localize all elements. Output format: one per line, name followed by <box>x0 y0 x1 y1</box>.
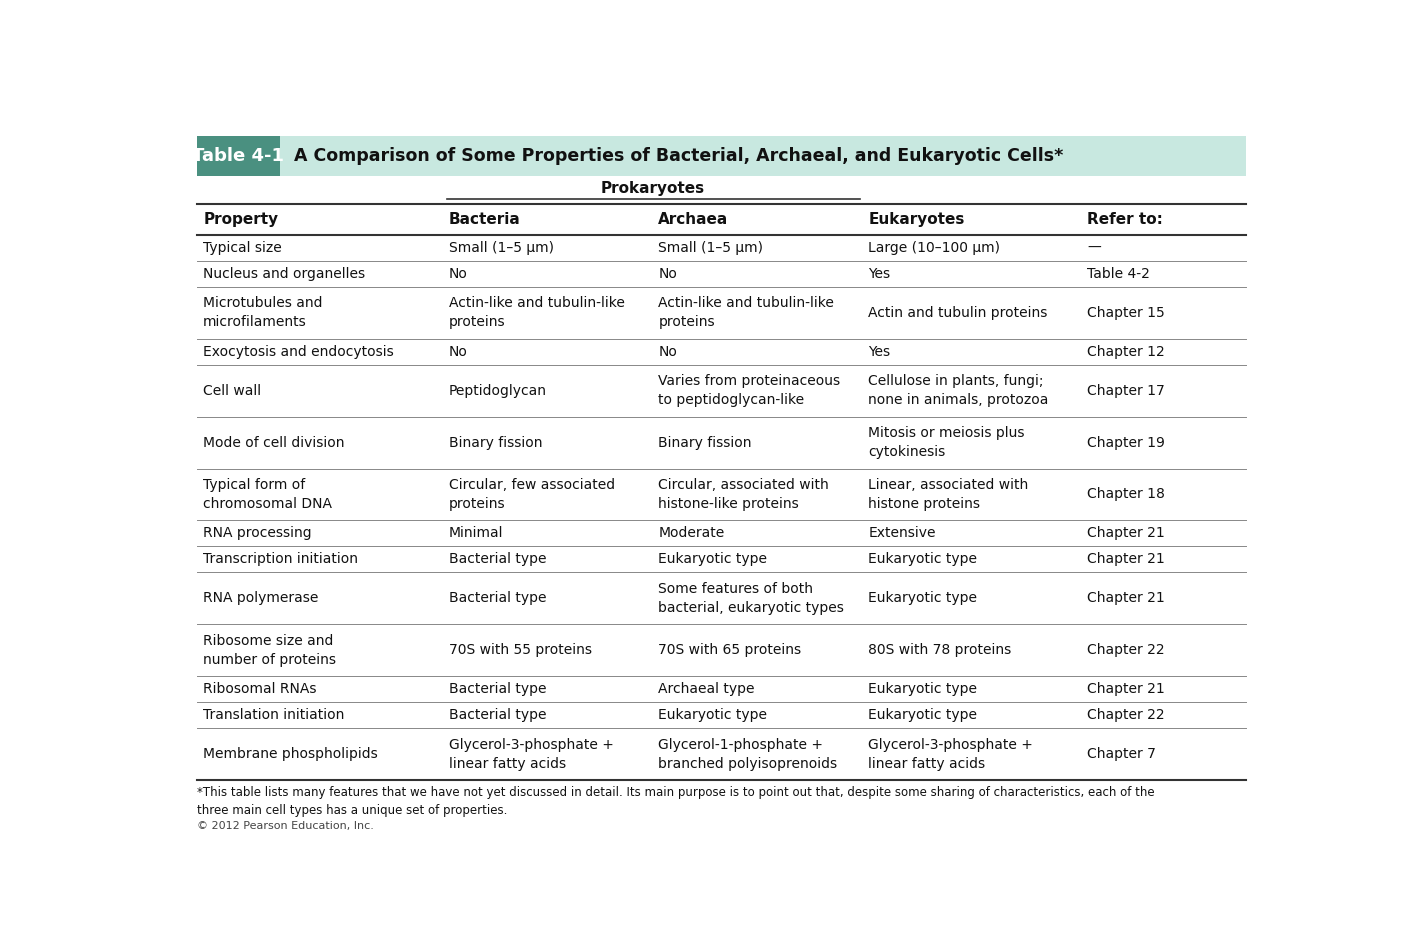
Bar <box>196 136 1245 177</box>
Text: © 2012 Pearson Education, Inc.: © 2012 Pearson Education, Inc. <box>196 821 374 831</box>
Text: No: No <box>659 267 677 281</box>
Text: Bacterial type: Bacterial type <box>449 552 547 567</box>
Text: Linear, associated with
histone proteins: Linear, associated with histone proteins <box>868 478 1029 511</box>
Bar <box>196 136 279 177</box>
Text: Small (1–5 μm): Small (1–5 μm) <box>449 241 554 254</box>
Text: Eukaryotic type: Eukaryotic type <box>868 552 977 567</box>
Text: Bacterial type: Bacterial type <box>449 682 547 697</box>
Text: Binary fission: Binary fission <box>659 436 751 450</box>
Text: Chapter 17: Chapter 17 <box>1087 383 1165 398</box>
Text: Membrane phospholipids: Membrane phospholipids <box>203 748 379 761</box>
Text: Ribosome size and
number of proteins: Ribosome size and number of proteins <box>203 634 336 666</box>
Text: Prokaryotes: Prokaryotes <box>601 181 705 196</box>
Text: Large (10–100 μm): Large (10–100 μm) <box>868 241 1000 254</box>
Text: 70S with 65 proteins: 70S with 65 proteins <box>659 643 802 658</box>
Text: Typical form of
chromosomal DNA: Typical form of chromosomal DNA <box>203 478 332 511</box>
Text: Chapter 7: Chapter 7 <box>1087 748 1155 761</box>
Text: No: No <box>659 344 677 359</box>
Text: No: No <box>449 344 467 359</box>
Text: Chapter 19: Chapter 19 <box>1087 436 1165 450</box>
Text: No: No <box>449 267 467 281</box>
Text: Actin and tubulin proteins: Actin and tubulin proteins <box>868 306 1047 320</box>
Text: 70S with 55 proteins: 70S with 55 proteins <box>449 643 592 658</box>
Text: Minimal: Minimal <box>449 527 503 541</box>
Text: Chapter 12: Chapter 12 <box>1087 344 1165 359</box>
Text: Glycerol-3-phosphate +
linear fatty acids: Glycerol-3-phosphate + linear fatty acid… <box>449 738 614 771</box>
Text: Eukaryotic type: Eukaryotic type <box>659 552 767 567</box>
Text: Typical size: Typical size <box>203 241 282 254</box>
Text: Nucleus and organelles: Nucleus and organelles <box>203 267 366 281</box>
Text: Yes: Yes <box>868 267 890 281</box>
Text: *This table lists many features that we have not yet discussed in detail. Its ma: *This table lists many features that we … <box>196 786 1155 799</box>
Text: Yes: Yes <box>868 344 890 359</box>
Text: Eukaryotes: Eukaryotes <box>868 212 965 227</box>
Text: Archaeal type: Archaeal type <box>659 682 754 697</box>
Text: Refer to:: Refer to: <box>1087 212 1162 227</box>
Text: Bacterial type: Bacterial type <box>449 591 547 605</box>
Text: Binary fission: Binary fission <box>449 436 543 450</box>
Text: Bacterial type: Bacterial type <box>449 708 547 722</box>
Text: Eukaryotic type: Eukaryotic type <box>659 708 767 722</box>
Text: Chapter 15: Chapter 15 <box>1087 306 1165 320</box>
Text: —: — <box>1087 241 1101 254</box>
Text: Table 4-2: Table 4-2 <box>1087 267 1150 281</box>
Text: Chapter 21: Chapter 21 <box>1087 552 1165 567</box>
Text: Translation initiation: Translation initiation <box>203 708 345 722</box>
Text: Microtubules and
microfilaments: Microtubules and microfilaments <box>203 296 322 328</box>
Text: Actin-like and tubulin-like
proteins: Actin-like and tubulin-like proteins <box>659 296 834 328</box>
Text: Chapter 18: Chapter 18 <box>1087 488 1165 501</box>
Text: Peptidoglycan: Peptidoglycan <box>449 383 547 398</box>
Text: RNA polymerase: RNA polymerase <box>203 591 318 605</box>
Text: Circular, few associated
proteins: Circular, few associated proteins <box>449 478 614 511</box>
Text: Eukaryotic type: Eukaryotic type <box>868 682 977 697</box>
Text: Glycerol-1-phosphate +
branched polyisoprenoids: Glycerol-1-phosphate + branched polyisop… <box>659 738 837 771</box>
Text: Mitosis or meiosis plus
cytokinesis: Mitosis or meiosis plus cytokinesis <box>868 426 1025 458</box>
Text: Ribosomal RNAs: Ribosomal RNAs <box>203 682 317 697</box>
Text: Bacteria: Bacteria <box>449 212 520 227</box>
Text: Glycerol-3-phosphate +
linear fatty acids: Glycerol-3-phosphate + linear fatty acid… <box>868 738 1033 771</box>
Text: Eukaryotic type: Eukaryotic type <box>868 708 977 722</box>
Text: Transcription initiation: Transcription initiation <box>203 552 358 567</box>
Text: Some features of both
bacterial, eukaryotic types: Some features of both bacterial, eukaryo… <box>659 583 844 615</box>
Text: Eukaryotic type: Eukaryotic type <box>868 591 977 605</box>
Text: Actin-like and tubulin-like
proteins: Actin-like and tubulin-like proteins <box>449 296 624 328</box>
Text: Chapter 22: Chapter 22 <box>1087 643 1165 658</box>
Text: Table 4-1: Table 4-1 <box>192 147 285 165</box>
Text: Cell wall: Cell wall <box>203 383 261 398</box>
Text: Property: Property <box>203 212 278 227</box>
Text: RNA processing: RNA processing <box>203 527 311 541</box>
Text: Extensive: Extensive <box>868 527 935 541</box>
Text: Circular, associated with
histone-like proteins: Circular, associated with histone-like p… <box>659 478 829 511</box>
Text: three main cell types has a unique set of properties.: three main cell types has a unique set o… <box>196 805 508 817</box>
Text: Chapter 22: Chapter 22 <box>1087 708 1165 722</box>
Text: Exocytosis and endocytosis: Exocytosis and endocytosis <box>203 344 394 359</box>
Text: Chapter 21: Chapter 21 <box>1087 527 1165 541</box>
Text: Archaea: Archaea <box>659 212 729 227</box>
Text: Cellulose in plants, fungi;
none in animals, protozoa: Cellulose in plants, fungi; none in anim… <box>868 374 1049 407</box>
Text: Mode of cell division: Mode of cell division <box>203 436 345 450</box>
Text: Moderate: Moderate <box>659 527 725 541</box>
Text: 80S with 78 proteins: 80S with 78 proteins <box>868 643 1012 658</box>
Text: Chapter 21: Chapter 21 <box>1087 591 1165 605</box>
Text: Chapter 21: Chapter 21 <box>1087 682 1165 697</box>
Text: Varies from proteinaceous
to peptidoglycan-like: Varies from proteinaceous to peptidoglyc… <box>659 374 840 407</box>
Text: Small (1–5 μm): Small (1–5 μm) <box>659 241 763 254</box>
Text: A Comparison of Some Properties of Bacterial, Archaeal, and Eukaryotic Cells*: A Comparison of Some Properties of Bacte… <box>293 147 1063 165</box>
